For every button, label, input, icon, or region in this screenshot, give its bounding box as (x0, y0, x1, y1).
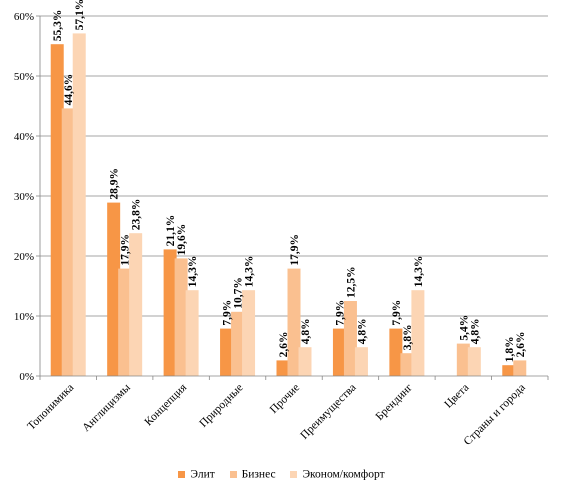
data-label: 7,9% (334, 300, 346, 326)
bar (163, 249, 177, 376)
x-category-label: Англицизмы (80, 381, 133, 434)
bar (276, 360, 290, 376)
data-label: 4,8% (469, 318, 481, 344)
bar (220, 328, 234, 376)
y-tick-label: 30% (14, 191, 34, 203)
x-category-label: Прочие (268, 382, 302, 416)
legend-swatch-business (229, 471, 237, 479)
data-label: 14,3% (244, 256, 256, 288)
data-label: 44,6% (63, 74, 75, 106)
legend-swatch-economy (290, 471, 298, 479)
x-category-label: Природные (197, 382, 245, 430)
bar (400, 353, 414, 376)
bar (129, 233, 143, 376)
y-tick-label: 60% (14, 11, 34, 23)
bar (185, 290, 199, 376)
legend-label-business: Бизнес (241, 468, 276, 481)
bar (72, 33, 86, 377)
data-labels: 55,3% 28,9% 21,1% 7,9% 2,6% 7,9% 7,9% 1,8% 44,6%… (52, 0, 527, 362)
legend-label-economy: Эконом/комфорт (302, 468, 385, 481)
data-label: 55,3% (52, 10, 64, 42)
bar (502, 365, 516, 376)
bar (174, 258, 188, 376)
bar (298, 347, 312, 376)
legend-label-elite: Элит (190, 468, 215, 481)
x-category-label: Преимущества (298, 382, 358, 442)
bar (242, 290, 256, 376)
y-tick-label: 0% (19, 371, 34, 383)
data-label: 7,9% (391, 300, 403, 326)
x-axis: Топонимика Англицизмы Концепция Природные Пр… (25, 375, 549, 448)
bar (354, 347, 368, 376)
bar (389, 328, 403, 376)
data-label: 12,5% (345, 266, 357, 298)
data-label: 5,4% (458, 315, 470, 341)
data-label: 3,8% (402, 324, 414, 350)
legend-item-business: Бизнес (229, 468, 276, 481)
data-label: 28,9% (109, 168, 121, 200)
bar (343, 301, 357, 376)
y-tick-label: 50% (14, 71, 34, 83)
data-label: 19,6% (176, 224, 188, 256)
gridlines (40, 15, 548, 317)
data-label: 7,9% (222, 300, 234, 326)
x-category-label: Страны и города (462, 382, 528, 448)
legend-item-elite: Элит (178, 468, 215, 481)
data-label: 10,7% (233, 277, 245, 309)
legend-item-economy: Эконом/комфорт (290, 468, 385, 481)
x-category-label: Концепция (143, 381, 190, 428)
y-axis: 0% 10% 20% 30% 40% 50% 60% (14, 11, 41, 383)
y-tick-label: 20% (14, 251, 34, 263)
bar (61, 108, 75, 377)
data-label: 21,1% (165, 215, 177, 247)
bar (456, 343, 470, 376)
data-label: 4,8% (356, 318, 368, 344)
bar (50, 44, 64, 376)
data-label: 14,3% (413, 256, 425, 288)
data-label: 4,8% (300, 318, 312, 344)
data-label: 57,1% (74, 0, 86, 30)
bar (231, 311, 245, 376)
bar-chart: 0% 10% 20% 30% 40% 50% 60% 55,3% 28,9% 21,1% 7,9%… (14, 0, 549, 448)
bar (411, 290, 425, 376)
y-tick-label: 10% (14, 311, 34, 323)
bar (513, 360, 527, 376)
data-label: 2,6% (278, 332, 290, 358)
bar (107, 202, 121, 376)
data-label: 23,8% (131, 199, 143, 231)
legend-swatch-elite (178, 471, 186, 479)
bar (118, 268, 132, 376)
bar (332, 328, 346, 376)
data-label: 17,9% (120, 234, 132, 266)
bar (287, 268, 301, 376)
x-category-label: Топонимика (25, 382, 76, 433)
data-label: 17,9% (289, 234, 301, 266)
x-category-label: Цвета (442, 382, 471, 411)
bars (50, 33, 527, 377)
legend: Элит Бизнес Эконом/комфорт (0, 468, 563, 481)
data-label: 14,3% (187, 256, 199, 288)
bar (467, 347, 481, 376)
y-tick-label: 40% (14, 131, 34, 143)
data-label: 1,8% (504, 336, 516, 362)
x-category-label: Брендинг (374, 381, 416, 423)
data-label: 2,6% (515, 332, 527, 358)
